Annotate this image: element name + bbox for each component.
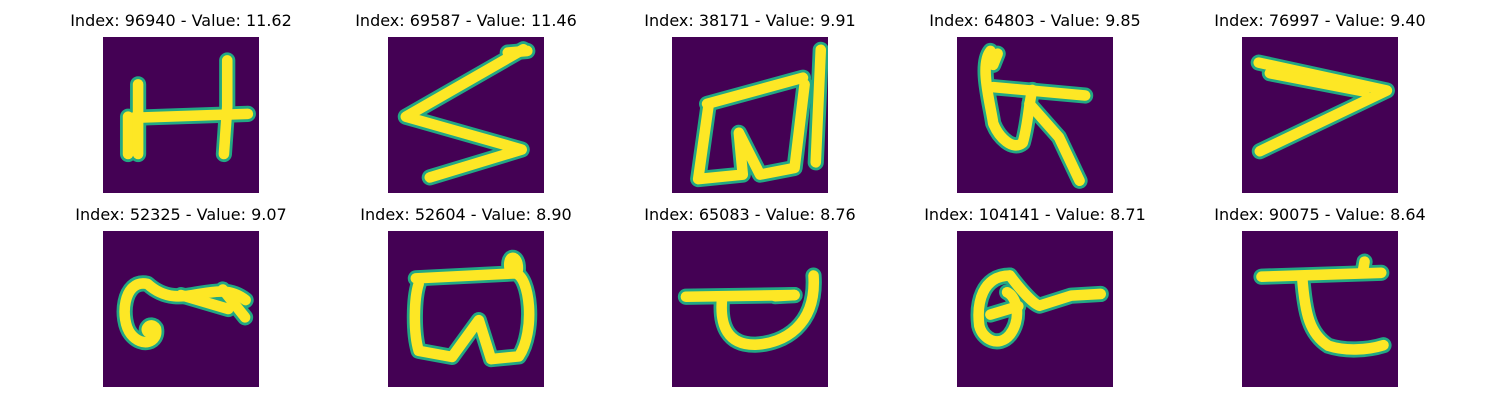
glyph-stroke bbox=[701, 72, 809, 110]
character-image bbox=[672, 231, 828, 387]
image-panel: Index: 52604 - Value: 8.90 bbox=[336, 204, 596, 387]
glyph-stroke bbox=[1296, 271, 1389, 355]
image-panel: Index: 90075 - Value: 8.64 bbox=[1190, 204, 1450, 387]
glyph-stroke bbox=[987, 48, 1003, 71]
glyph-stroke bbox=[769, 289, 800, 302]
glyph-stroke bbox=[502, 45, 533, 58]
glyph-stroke bbox=[716, 270, 819, 350]
glyph-stroke bbox=[1357, 256, 1370, 277]
image-panel: Index: 69587 - Value: 11.46 bbox=[336, 10, 596, 193]
glyph-stroke bbox=[504, 252, 524, 279]
glyph-stroke bbox=[217, 284, 251, 323]
image-title: Index: 69587 - Value: 11.46 bbox=[355, 11, 577, 30]
glyph-stroke bbox=[810, 44, 827, 168]
image-title: Index: 64803 - Value: 9.85 bbox=[929, 11, 1141, 30]
image-panel: Index: 65083 - Value: 8.76 bbox=[620, 204, 880, 387]
image-title: Index: 38171 - Value: 9.91 bbox=[644, 11, 856, 30]
character-image bbox=[1242, 37, 1398, 193]
image-panel: Index: 38171 - Value: 9.91 bbox=[620, 10, 880, 193]
character-image bbox=[103, 37, 259, 193]
glyph-stroke bbox=[400, 43, 529, 183]
glyph-stroke bbox=[1004, 270, 1107, 311]
image-panel: Index: 52325 - Value: 9.07 bbox=[51, 204, 311, 387]
glyph-stroke bbox=[692, 79, 810, 185]
character-image bbox=[103, 231, 259, 387]
character-image bbox=[388, 37, 544, 193]
image-panel: Index: 96940 - Value: 11.62 bbox=[51, 10, 311, 193]
glyph-stroke bbox=[218, 55, 233, 160]
image-title: Index: 76997 - Value: 9.40 bbox=[1214, 11, 1426, 30]
character-image bbox=[957, 37, 1113, 193]
character-image bbox=[388, 231, 544, 387]
glyph-stroke bbox=[409, 268, 535, 365]
image-panel: Index: 76997 - Value: 9.40 bbox=[1190, 10, 1450, 193]
character-image bbox=[672, 37, 828, 193]
image-title: Index: 52325 - Value: 9.07 bbox=[75, 205, 287, 224]
glyph-stroke bbox=[1253, 57, 1393, 157]
glyph-stroke bbox=[980, 45, 1038, 151]
glyph-stroke bbox=[985, 300, 1024, 320]
image-background bbox=[1242, 231, 1398, 387]
image-title: Index: 90075 - Value: 8.64 bbox=[1214, 205, 1426, 224]
image-title: Index: 104141 - Value: 8.71 bbox=[924, 205, 1146, 224]
image-panel: Index: 104141 - Value: 8.71 bbox=[905, 204, 1165, 387]
glyph-stroke bbox=[175, 289, 234, 315]
glyph-stroke bbox=[1024, 98, 1085, 187]
image-panel: Index: 64803 - Value: 9.85 bbox=[905, 10, 1165, 193]
glyph-stroke bbox=[987, 81, 1091, 101]
image-title: Index: 52604 - Value: 8.90 bbox=[360, 205, 572, 224]
image-title: Index: 96940 - Value: 11.62 bbox=[70, 11, 292, 30]
image-title: Index: 65083 - Value: 8.76 bbox=[644, 205, 856, 224]
character-image bbox=[957, 231, 1113, 387]
glyph-stroke bbox=[1264, 67, 1370, 97]
character-image bbox=[1242, 231, 1398, 387]
